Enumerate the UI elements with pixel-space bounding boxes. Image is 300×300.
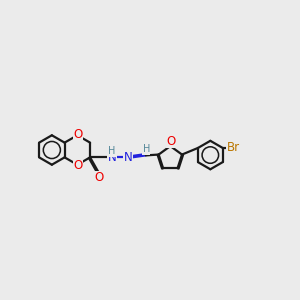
Text: H: H [142,144,150,154]
Text: O: O [94,172,103,184]
Text: Br: Br [226,141,239,154]
Text: N: N [124,151,133,164]
Text: O: O [166,135,176,148]
Text: O: O [73,128,83,141]
Text: H: H [108,146,116,157]
Text: N: N [108,151,117,164]
Text: O: O [73,159,83,172]
